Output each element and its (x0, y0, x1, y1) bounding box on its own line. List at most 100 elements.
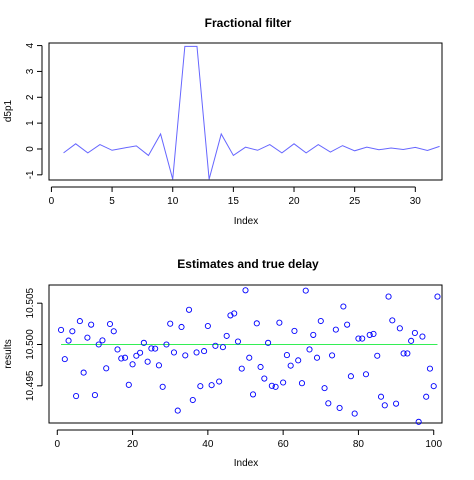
data-point (80, 369, 87, 376)
plot-marks (63, 45, 440, 180)
data-point (114, 346, 121, 353)
data-point (408, 337, 415, 344)
data-point (381, 402, 388, 409)
data-point (430, 383, 437, 390)
data-point (129, 361, 136, 368)
data-point (174, 407, 181, 414)
data-point (208, 382, 215, 389)
data-point (355, 335, 362, 342)
x-tick-label: 40 (202, 439, 214, 450)
data-point (242, 287, 249, 294)
data-point (426, 365, 434, 372)
data-point (65, 337, 72, 344)
x-tick-label: 30 (410, 196, 422, 207)
data-point (366, 331, 373, 338)
y-tick-label: 4 (25, 42, 36, 48)
data-point (298, 380, 306, 387)
data-point (91, 392, 98, 399)
y-axis-label: d5p1 (3, 99, 14, 122)
data-point (118, 355, 125, 362)
data-point (69, 328, 76, 335)
data-point (396, 325, 403, 332)
data-point (389, 317, 396, 324)
data-point (336, 404, 343, 412)
plot-frame (48, 284, 443, 424)
data-point (377, 393, 385, 400)
data-point (189, 396, 196, 404)
data-point (219, 344, 226, 351)
data-point (283, 352, 290, 359)
data-point (99, 337, 106, 344)
data-point (400, 350, 407, 357)
panel-estimates: Estimates and true delay 0 20 40 60 80 100 10… (3, 257, 443, 469)
data-point (362, 371, 370, 378)
data-point (332, 326, 339, 333)
data-point (370, 330, 377, 337)
data-point (246, 354, 253, 361)
y-tick-label: 10.505 (25, 287, 36, 318)
data-point (276, 319, 283, 326)
data-point (231, 310, 238, 317)
y-tick-label: 10.495 (25, 370, 36, 401)
x-tick-label: 0 (55, 439, 61, 450)
data-point (204, 322, 211, 330)
data-point (133, 352, 140, 359)
y-axis: 10.495 10.500 10.505 (25, 287, 43, 401)
data-point (125, 381, 132, 388)
data-point (329, 352, 336, 359)
data-point (419, 333, 426, 340)
data-point (313, 354, 321, 361)
data-point (152, 345, 159, 352)
data-point (287, 362, 294, 369)
data-point (170, 349, 178, 356)
x-axis: 0 5 10 15 20 25 30 (49, 186, 422, 207)
data-point (265, 339, 272, 346)
data-point (321, 385, 328, 392)
data-point (73, 393, 80, 400)
data-point (272, 383, 279, 390)
data-point (317, 317, 324, 325)
data-point (359, 335, 366, 342)
data-point (144, 358, 151, 365)
series-line (63, 45, 440, 180)
data-point (261, 375, 268, 382)
data-point (385, 293, 392, 300)
data-point (295, 357, 302, 364)
data-point (159, 383, 166, 390)
data-point (182, 352, 189, 359)
data-point (103, 365, 110, 372)
data-point (238, 365, 245, 372)
y-tick-label: 0 (25, 146, 36, 152)
data-point (84, 334, 91, 341)
data-point (167, 320, 174, 327)
data-point (234, 338, 242, 345)
data-point (155, 362, 162, 369)
data-point (58, 326, 65, 334)
x-tick-label: 60 (278, 439, 290, 450)
data-point (291, 327, 298, 334)
data-point (434, 293, 441, 300)
data-point (212, 342, 219, 349)
data-point (302, 287, 309, 294)
data-point (393, 400, 400, 407)
panel-fractional-filter: Fractional filter 0 5 10 15 20 25 30 -1 0 1 2 3 4 I… (3, 16, 443, 227)
data-point (193, 349, 200, 356)
data-point (137, 349, 144, 356)
data-point (88, 321, 95, 328)
data-point (61, 356, 68, 363)
data-point (374, 352, 381, 359)
x-tick-label: 5 (109, 196, 115, 207)
data-point (163, 341, 170, 348)
data-point (280, 379, 287, 386)
x-tick-label: 0 (49, 196, 55, 207)
x-axis-label: Index (234, 216, 258, 227)
data-point (185, 306, 193, 313)
x-tick-label: 15 (228, 196, 240, 207)
data-point (201, 348, 208, 355)
data-point (306, 346, 313, 353)
plot-marks (58, 287, 441, 425)
data-point (178, 323, 185, 331)
data-point (216, 378, 223, 385)
data-point (223, 332, 230, 339)
chart-title: Fractional filter (205, 16, 292, 30)
